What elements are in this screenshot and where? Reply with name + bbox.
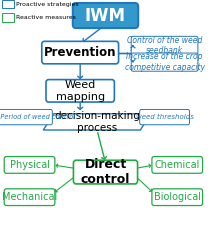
- FancyBboxPatch shape: [46, 80, 114, 102]
- FancyBboxPatch shape: [73, 160, 138, 184]
- FancyBboxPatch shape: [131, 53, 198, 71]
- Polygon shape: [43, 114, 151, 130]
- Text: Increase of the crop
competitive capacity: Increase of the crop competitive capacit…: [124, 52, 205, 72]
- FancyBboxPatch shape: [131, 36, 198, 54]
- FancyBboxPatch shape: [42, 41, 119, 64]
- FancyBboxPatch shape: [152, 189, 203, 206]
- Text: Proactive strategies: Proactive strategies: [16, 2, 79, 7]
- Text: decision-making
process: decision-making process: [54, 111, 140, 133]
- Text: Control of the weed
seedbank: Control of the weed seedbank: [127, 36, 202, 55]
- Text: IWM: IWM: [85, 6, 126, 25]
- FancyBboxPatch shape: [0, 109, 52, 125]
- Text: Mechanical: Mechanical: [2, 192, 57, 202]
- Text: Critical Period of weed control: Critical Period of weed control: [0, 114, 75, 120]
- FancyBboxPatch shape: [2, 13, 14, 22]
- Text: Direct
control: Direct control: [81, 158, 130, 186]
- FancyBboxPatch shape: [140, 109, 189, 125]
- FancyBboxPatch shape: [152, 157, 203, 173]
- FancyBboxPatch shape: [73, 3, 138, 28]
- Text: Prevention: Prevention: [44, 46, 116, 59]
- Text: Reactive measures: Reactive measures: [16, 15, 76, 20]
- FancyBboxPatch shape: [4, 189, 55, 206]
- FancyBboxPatch shape: [2, 0, 14, 8]
- Text: Weed
mapping: Weed mapping: [56, 80, 105, 102]
- Text: Physical: Physical: [9, 160, 50, 170]
- Text: Biological: Biological: [154, 192, 201, 202]
- Text: weed thresholds: weed thresholds: [136, 114, 193, 120]
- Text: Chemical: Chemical: [154, 160, 200, 170]
- FancyBboxPatch shape: [4, 157, 55, 173]
